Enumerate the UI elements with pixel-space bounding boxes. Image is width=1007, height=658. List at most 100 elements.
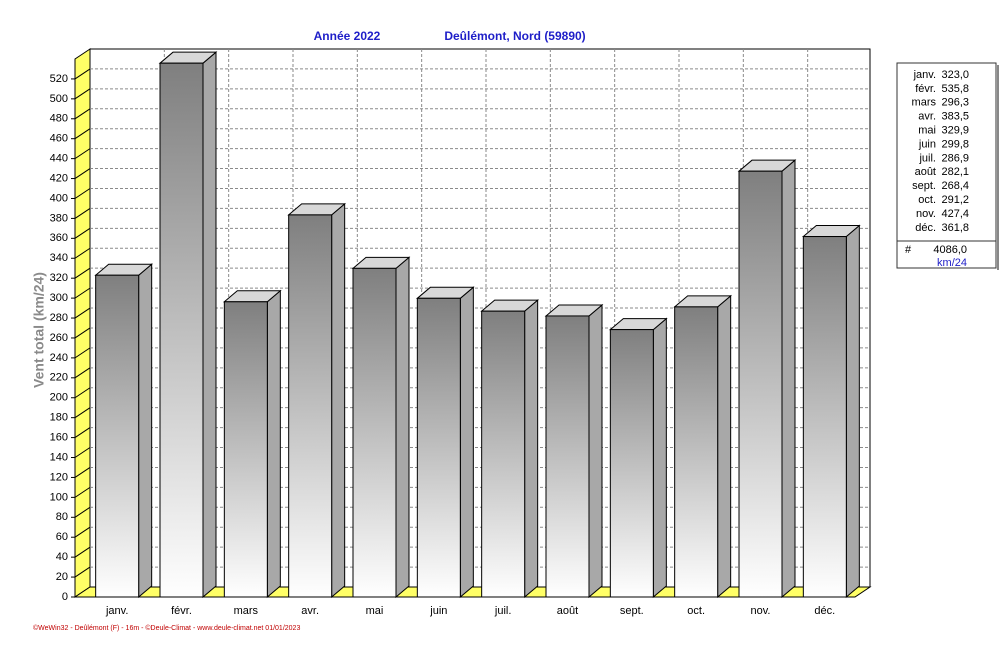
footer: ©WeWin32 - Deûlémont (F) - 16m - ©Deule-… <box>33 624 300 632</box>
legend-value: 286,9 <box>941 152 969 164</box>
legend-category: avr. <box>918 111 936 123</box>
legend-value: 291,2 <box>941 194 969 206</box>
bar <box>545 315 590 598</box>
bar <box>352 267 397 598</box>
y-tick-label: 380 <box>50 212 68 224</box>
legend-value: 296,3 <box>941 97 969 109</box>
bar-side <box>331 202 346 599</box>
grid-line-side <box>74 168 91 179</box>
y-tick-label: 220 <box>50 372 68 384</box>
y-tick-label: 180 <box>50 412 68 424</box>
bar-side <box>845 224 860 599</box>
grid-line-side <box>74 88 91 100</box>
legend-category: oct. <box>918 194 936 206</box>
legend-category: nov. <box>916 208 936 220</box>
y-tick-label: 360 <box>50 232 68 244</box>
y-tick-label: 40 <box>56 551 68 563</box>
grid-line-side <box>74 148 91 160</box>
grid-line-side <box>74 566 91 578</box>
y-tick-label: 20 <box>56 571 68 583</box>
grid-line-side <box>74 447 91 458</box>
grid-line-side <box>74 287 91 299</box>
bar-side <box>652 317 667 599</box>
bar <box>738 170 783 598</box>
bar-side <box>524 299 539 599</box>
legend-category: sept. <box>912 180 936 192</box>
y-tick-label: 420 <box>50 172 68 184</box>
x-tick-label: oct. <box>687 605 705 617</box>
bar <box>609 329 654 598</box>
x-tick-label: janv. <box>105 605 128 617</box>
y-tick-label: 400 <box>50 192 68 204</box>
y-tick-label: 0 <box>62 591 68 603</box>
bars: janv. févr. mars avr. mai juin juil. août sept. o… <box>94 51 861 617</box>
bar-side <box>781 159 796 599</box>
y-tick-label: 160 <box>50 431 68 443</box>
y-tick-label: 320 <box>50 272 68 284</box>
y-tick-label: 300 <box>50 292 68 304</box>
legend-value: 268,4 <box>941 180 969 192</box>
legend-shadow <box>997 65 999 270</box>
y-tick-label: 100 <box>50 491 68 503</box>
x-tick-label: juin <box>429 605 447 617</box>
grid-line-side <box>74 347 91 359</box>
bar <box>223 301 268 598</box>
total-value: 4086,0 <box>933 244 967 256</box>
y-tick-label: 120 <box>50 471 68 483</box>
x-tick-label: mai <box>366 605 384 617</box>
y-tick-label: 520 <box>50 73 68 85</box>
grid-line-side <box>74 427 91 439</box>
grid-line-side <box>74 207 91 219</box>
grid-line-side <box>74 526 91 538</box>
legend-category: févr. <box>915 83 936 95</box>
y-tick-label: 260 <box>50 332 68 344</box>
legend-category: mars <box>912 97 937 109</box>
grid-line-side <box>74 267 91 279</box>
y-tick-label: 480 <box>50 113 68 125</box>
legend-value: 535,8 <box>941 83 969 95</box>
bar-side <box>395 256 410 599</box>
x-tick-label: août <box>557 605 578 617</box>
grid-line-side <box>74 506 91 518</box>
y-tick-label: 440 <box>50 153 68 165</box>
legend-value: 383,5 <box>941 111 969 123</box>
legend: janv. 323,0 févr. 535,8 mars 296,3 avr. 383,5 ma… <box>912 69 969 234</box>
legend-value: 282,1 <box>941 166 969 178</box>
bar <box>288 214 333 598</box>
total-unit: km/24 <box>937 257 967 269</box>
total-symbol: # <box>905 244 912 256</box>
bar-side <box>266 289 281 599</box>
bar <box>481 310 526 598</box>
bar <box>802 236 847 598</box>
bar-side <box>202 51 217 599</box>
x-tick-label: févr. <box>171 605 192 617</box>
y-tick-label: 500 <box>50 93 68 105</box>
legend-category: juil. <box>918 152 936 164</box>
x-tick-label: déc. <box>814 605 835 617</box>
grid-line-side <box>74 188 91 199</box>
legend-box <box>896 62 997 269</box>
bar-side <box>138 263 153 599</box>
grid-line-side <box>74 108 91 120</box>
grid-line-side <box>74 307 91 319</box>
y-tick-label: 60 <box>56 531 68 543</box>
y-tick-label: 340 <box>50 252 68 264</box>
x-tick-label: juil. <box>494 605 512 617</box>
y-tick-label: 240 <box>50 352 68 364</box>
grid-line-side <box>74 227 91 239</box>
legend-value: 329,9 <box>941 125 969 137</box>
x-tick-label: avr. <box>301 605 319 617</box>
y-tick-label: 460 <box>50 133 68 145</box>
grid-line-side <box>74 247 91 259</box>
x-tick-label: mars <box>234 605 259 617</box>
legend-category: août <box>915 166 936 178</box>
left-wall <box>74 48 91 598</box>
grid-line-side <box>74 546 91 558</box>
bar <box>159 62 204 598</box>
grid-line-side <box>74 467 91 478</box>
bar <box>674 306 719 598</box>
grid-line-side <box>74 407 91 419</box>
grid-line-side <box>74 387 91 399</box>
y-axis-label: Vent total (km/24) <box>31 272 47 388</box>
